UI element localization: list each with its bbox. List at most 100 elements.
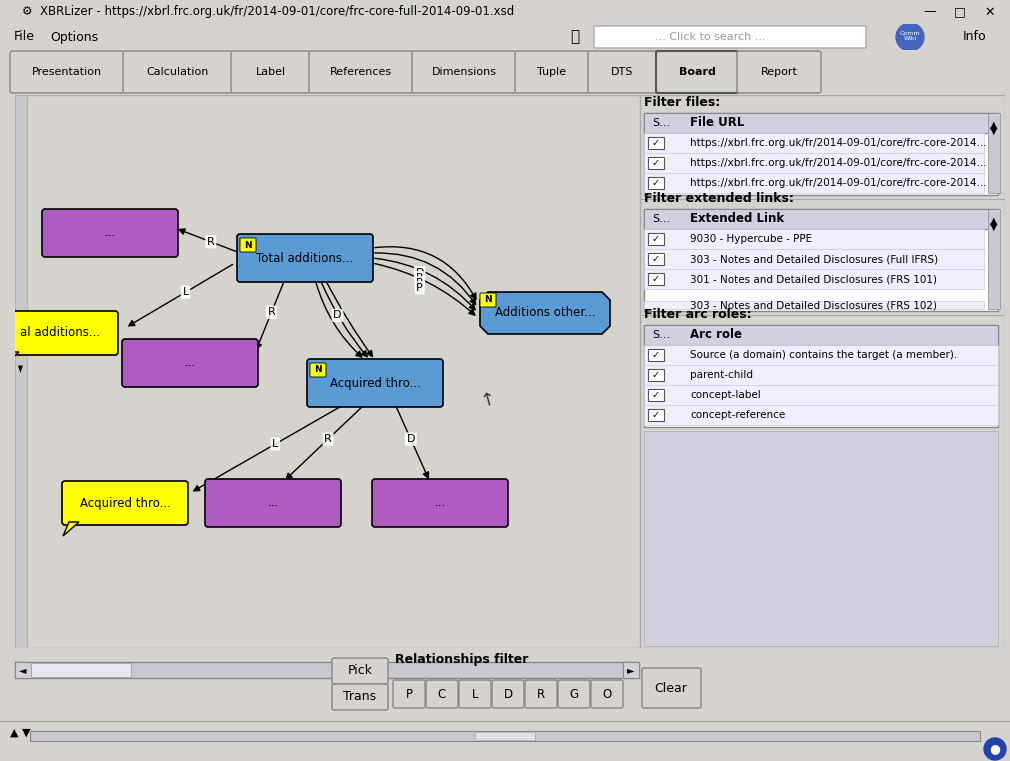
FancyBboxPatch shape — [480, 293, 496, 307]
Text: P: P — [416, 283, 423, 293]
FancyBboxPatch shape — [307, 359, 443, 407]
Text: P: P — [416, 272, 423, 283]
FancyBboxPatch shape — [648, 157, 664, 169]
Text: ✓: ✓ — [651, 254, 661, 264]
Text: Comm
Wiki: Comm Wiki — [900, 30, 920, 41]
FancyBboxPatch shape — [648, 233, 664, 245]
Bar — [644, 431, 998, 646]
Text: parent-child: parent-child — [690, 370, 753, 380]
Text: ...: ... — [104, 227, 115, 240]
Text: Acquired thro...: Acquired thro... — [80, 496, 171, 510]
FancyBboxPatch shape — [648, 137, 664, 149]
Bar — [644, 405, 998, 425]
Text: R: R — [324, 434, 332, 444]
Text: P: P — [405, 687, 412, 700]
Text: concept-reference: concept-reference — [690, 410, 785, 420]
Text: ✓: ✓ — [651, 178, 661, 188]
Text: Acquired thro...: Acquired thro... — [329, 377, 420, 390]
Text: G: G — [570, 687, 579, 700]
Text: ...: ... — [185, 356, 196, 370]
Text: Options: Options — [50, 30, 98, 43]
Text: ▼: ▼ — [22, 728, 30, 738]
Bar — [644, 249, 984, 269]
Text: ✓: ✓ — [651, 274, 661, 284]
Text: ✓: ✓ — [651, 350, 661, 360]
Text: ►: ► — [627, 665, 634, 675]
Text: Pick: Pick — [347, 664, 373, 677]
Text: S...: S... — [652, 330, 670, 340]
Text: https://xbrl.frc.org.uk/fr/2014-09-01/core/frc-core-2014...: https://xbrl.frc.org.uk/fr/2014-09-01/co… — [690, 158, 987, 168]
FancyBboxPatch shape — [648, 273, 664, 285]
FancyBboxPatch shape — [648, 349, 664, 361]
Text: Filter files:: Filter files: — [644, 96, 720, 109]
Text: Relationships filter: Relationships filter — [395, 654, 528, 667]
Text: Extended Link: Extended Link — [690, 212, 784, 225]
Text: Arc role: Arc role — [690, 329, 742, 342]
Text: ✓: ✓ — [651, 234, 661, 244]
FancyBboxPatch shape — [588, 51, 656, 93]
FancyBboxPatch shape — [393, 680, 425, 708]
FancyBboxPatch shape — [2, 311, 118, 355]
FancyBboxPatch shape — [594, 26, 866, 48]
Text: ... Click to search ...: ... Click to search ... — [654, 32, 766, 42]
FancyBboxPatch shape — [648, 409, 664, 421]
Text: concept-label: concept-label — [690, 390, 761, 400]
Polygon shape — [480, 292, 610, 334]
Text: D: D — [415, 268, 424, 278]
FancyBboxPatch shape — [558, 680, 590, 708]
Text: 303 - Notes and Detailed Disclosures (FRS 102): 303 - Notes and Detailed Disclosures (FR… — [690, 300, 937, 310]
Text: S...: S... — [652, 118, 670, 128]
Text: Additions other...: Additions other... — [495, 307, 595, 320]
Bar — [644, 325, 998, 427]
Text: Tuple: Tuple — [537, 67, 567, 77]
Text: ...: ... — [268, 496, 279, 510]
Text: ▲: ▲ — [10, 728, 18, 738]
FancyBboxPatch shape — [240, 238, 256, 252]
Text: Board: Board — [679, 67, 715, 77]
Bar — [644, 113, 998, 133]
Text: L: L — [472, 687, 479, 700]
Text: https://xbrl.frc.org.uk/fr/2014-09-01/core/frc-core-2014...: https://xbrl.frc.org.uk/fr/2014-09-01/co… — [690, 138, 987, 148]
FancyBboxPatch shape — [332, 684, 388, 710]
Bar — [644, 269, 984, 289]
FancyBboxPatch shape — [412, 51, 516, 93]
FancyBboxPatch shape — [492, 680, 524, 708]
Text: ◄: ◄ — [15, 365, 25, 372]
FancyBboxPatch shape — [310, 363, 326, 377]
Text: ✓: ✓ — [651, 370, 661, 380]
Bar — [644, 385, 998, 405]
Text: R: R — [537, 687, 545, 700]
Text: ...: ... — [434, 496, 445, 510]
Text: ✓: ✓ — [651, 138, 661, 148]
Bar — [15, 662, 639, 678]
FancyBboxPatch shape — [737, 51, 821, 93]
FancyBboxPatch shape — [205, 479, 341, 527]
Bar — [15, 662, 31, 678]
Text: ●: ● — [990, 743, 1001, 756]
Bar — [988, 209, 1000, 309]
FancyBboxPatch shape — [42, 209, 178, 257]
FancyBboxPatch shape — [426, 680, 458, 708]
Circle shape — [984, 738, 1006, 760]
Bar — [644, 345, 998, 365]
Text: R: R — [207, 237, 214, 247]
Text: DTS: DTS — [611, 67, 633, 77]
FancyBboxPatch shape — [648, 253, 664, 265]
Text: P: P — [416, 278, 423, 288]
Text: Presentation: Presentation — [32, 67, 102, 77]
FancyBboxPatch shape — [123, 51, 232, 93]
Text: S...: S... — [652, 214, 670, 224]
Text: Report: Report — [761, 67, 798, 77]
FancyBboxPatch shape — [525, 680, 557, 708]
Text: D: D — [333, 310, 341, 320]
Text: N: N — [244, 240, 251, 250]
Bar — [623, 662, 639, 678]
FancyBboxPatch shape — [332, 658, 388, 684]
Text: C: C — [438, 687, 446, 700]
Text: R: R — [268, 307, 276, 317]
FancyBboxPatch shape — [122, 339, 258, 387]
Text: Trans: Trans — [343, 690, 377, 703]
Text: Label: Label — [256, 67, 286, 77]
Text: File: File — [14, 30, 35, 43]
Bar — [644, 173, 984, 193]
